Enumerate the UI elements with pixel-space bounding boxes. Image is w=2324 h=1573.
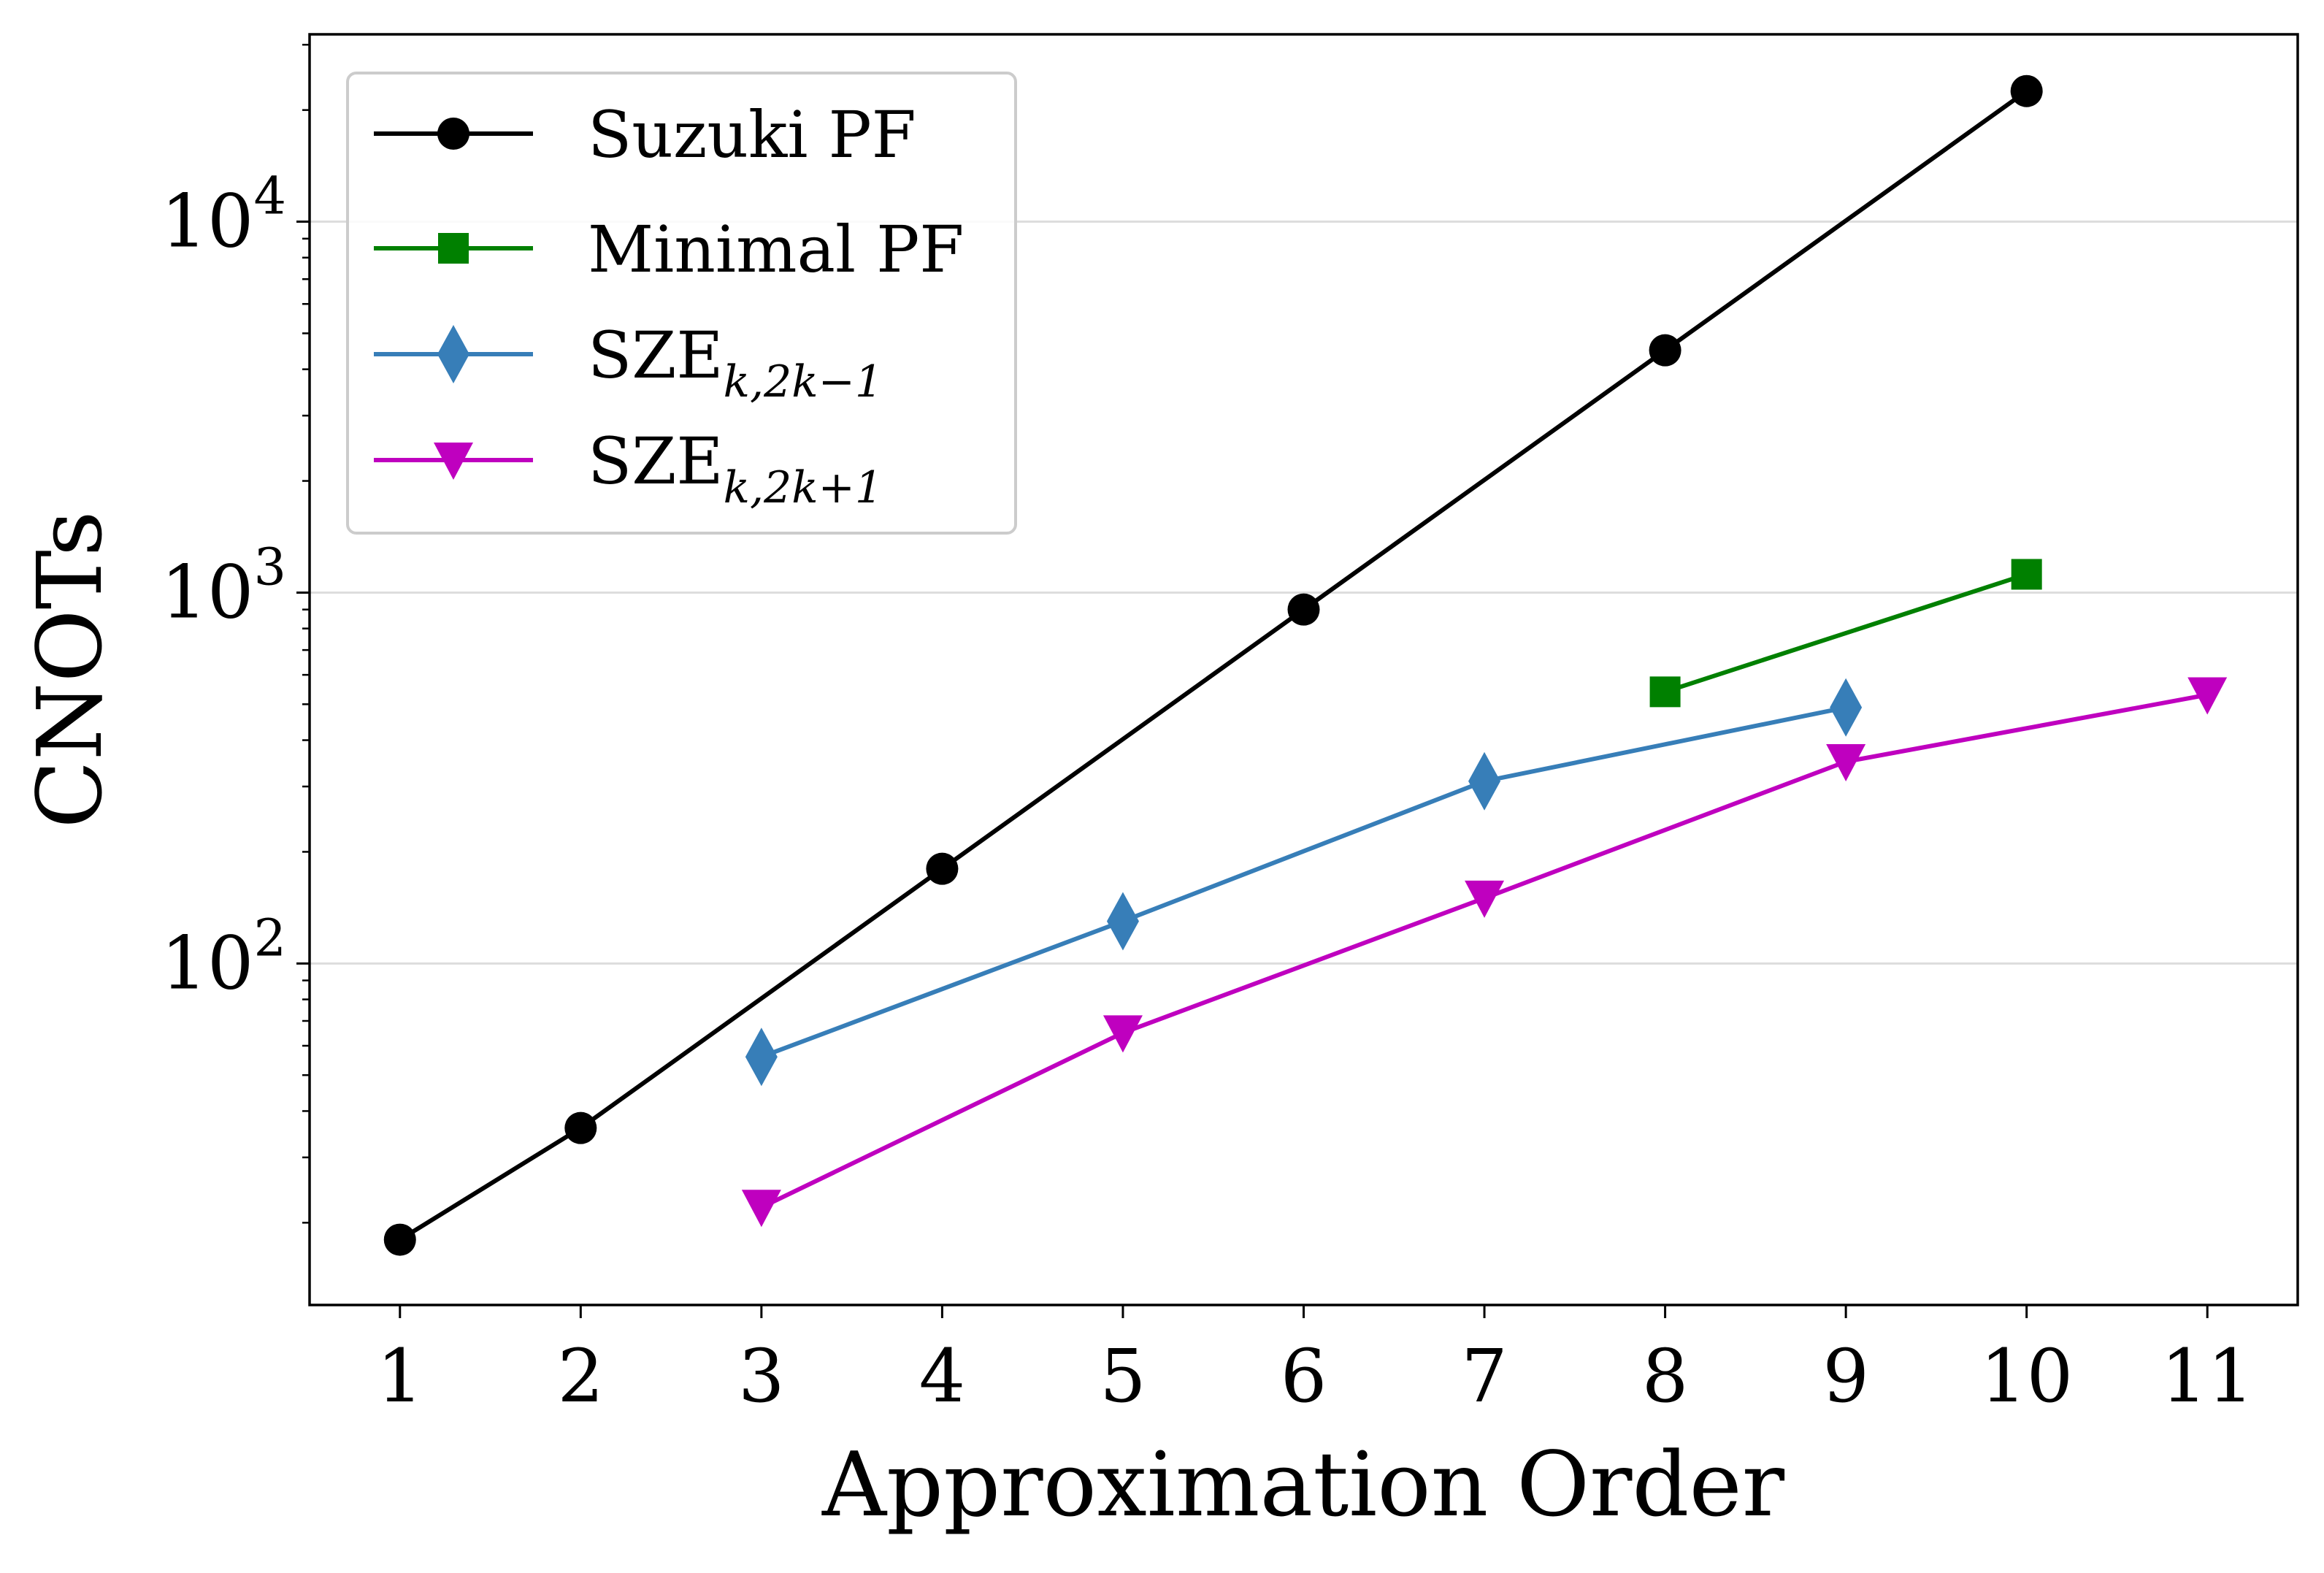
legend-label: SZEk,2k+1 bbox=[588, 424, 883, 513]
diamond-marker bbox=[1106, 892, 1139, 951]
x-tick-label: 9 bbox=[1822, 1333, 1869, 1419]
circle-marker bbox=[926, 852, 959, 885]
legend-label: SZEk,2k−1 bbox=[588, 318, 883, 407]
diamond-marker bbox=[1468, 751, 1501, 811]
triangle-marker bbox=[741, 1190, 781, 1228]
series-2 bbox=[745, 678, 1863, 1087]
circle-marker bbox=[1649, 334, 1681, 367]
diamond-marker bbox=[745, 1027, 778, 1087]
series-layer bbox=[383, 74, 2228, 1256]
legend-entry: Suzuki PF bbox=[374, 97, 916, 172]
circle-marker bbox=[437, 118, 469, 150]
x-tick-label: 3 bbox=[738, 1333, 785, 1419]
x-tick-label: 8 bbox=[1642, 1333, 1689, 1419]
y-tick-label: 104 bbox=[161, 167, 286, 264]
legend: Suzuki PF Minimal PF SZEk,2k−1 SZEk,2k+1 bbox=[346, 72, 1017, 535]
circle-marker bbox=[2010, 74, 2043, 107]
legend-entry: Minimal PF bbox=[374, 212, 964, 287]
x-tick-label: 10 bbox=[1980, 1333, 2073, 1419]
legend-entry: SZEk,2k+1 bbox=[374, 424, 883, 513]
series-line bbox=[760, 705, 1846, 1060]
series-1 bbox=[1649, 559, 2042, 708]
x-tick-label: 5 bbox=[1100, 1333, 1146, 1419]
x-tick-label: 11 bbox=[2161, 1333, 2254, 1419]
series-line bbox=[1664, 572, 2028, 694]
x-tick-label: 6 bbox=[1281, 1333, 1327, 1419]
legend-entry: SZEk,2k−1 bbox=[374, 318, 883, 407]
y-tick-label: 102 bbox=[161, 908, 286, 1006]
x-axis-label: Approximation Order bbox=[821, 1433, 1785, 1536]
x-tick-label: 1 bbox=[377, 1333, 423, 1419]
triangle-marker bbox=[2187, 677, 2228, 715]
square-marker bbox=[2011, 559, 2042, 590]
triangle-marker bbox=[1102, 1015, 1143, 1053]
circle-marker bbox=[564, 1111, 597, 1144]
legend-box bbox=[346, 72, 1017, 535]
series-0 bbox=[383, 74, 2043, 1256]
y-tick-label: 103 bbox=[161, 537, 286, 635]
diamond-marker bbox=[437, 325, 469, 383]
circle-marker bbox=[383, 1223, 416, 1256]
triangle-marker bbox=[1826, 744, 1866, 782]
square-marker bbox=[438, 233, 469, 264]
x-tick-label: 2 bbox=[558, 1333, 605, 1419]
series-line bbox=[399, 89, 2028, 1242]
series-3 bbox=[741, 677, 2228, 1228]
y-axis-label: CNOTs bbox=[18, 510, 122, 828]
legend-label: Suzuki PF bbox=[588, 97, 916, 172]
triangle-marker bbox=[1465, 880, 1505, 918]
triangle-marker bbox=[434, 443, 473, 480]
x-tick-label: 7 bbox=[1461, 1333, 1508, 1419]
circle-marker bbox=[1287, 593, 1320, 626]
x-tick-label: 4 bbox=[919, 1333, 966, 1419]
tick-layer: 1 2 3 4 5 6 7 8 9 10 11 102 103 104 bbox=[161, 43, 2254, 1419]
square-marker bbox=[1649, 676, 1681, 708]
legend-label: Minimal PF bbox=[588, 212, 964, 287]
diamond-marker bbox=[1830, 678, 1863, 737]
